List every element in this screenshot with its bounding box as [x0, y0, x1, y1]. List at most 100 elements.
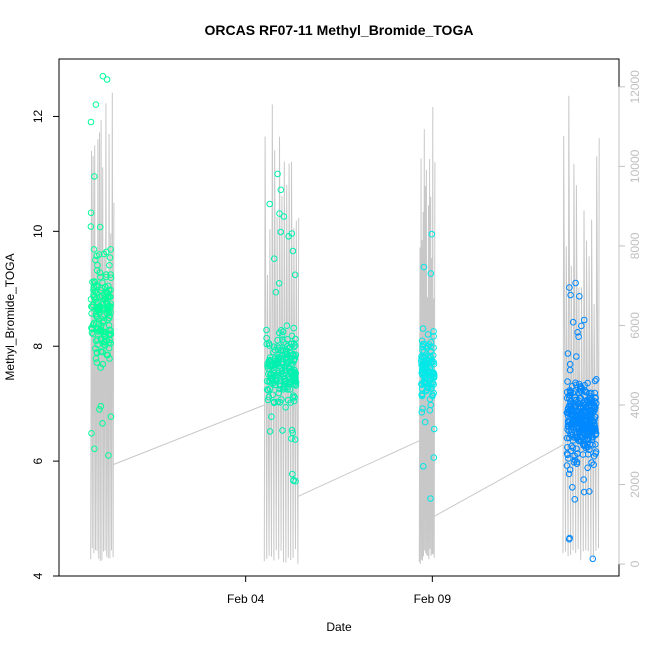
data-point-rf08 [280, 375, 288, 383]
data-point-rf10 [564, 444, 571, 451]
data-point-rf07 [96, 223, 104, 231]
data-point-rf10 [568, 442, 575, 450]
data-point-rf10 [566, 466, 574, 474]
data-point-rf10 [569, 318, 577, 326]
data-point-rf10 [574, 329, 581, 336]
data-point-rf07 [94, 336, 101, 343]
y-axis-label: Methyl_Bromide_TOGA [3, 253, 17, 380]
data-point-rf07 [92, 355, 100, 362]
data-point-rf08 [289, 429, 297, 437]
data-point-rf09 [420, 263, 428, 271]
data-point-rf08 [288, 373, 296, 380]
data-point-rf08 [274, 346, 282, 354]
data-point-rf10 [571, 403, 579, 411]
data-point-rf08 [275, 280, 283, 287]
data-point-rf09 [430, 370, 438, 378]
data-point-rf08 [271, 346, 279, 354]
data-point-rf07 [88, 430, 95, 437]
data-point-rf07 [100, 341, 108, 348]
data-point-rf10 [589, 555, 597, 563]
data-point-rf07 [92, 101, 100, 108]
y-tick-label: 6 [31, 457, 45, 464]
data-point-rf09 [429, 379, 437, 387]
data-point-rf10 [573, 396, 580, 404]
data-point-rf08 [263, 334, 270, 342]
data-point-rf10 [574, 425, 582, 433]
data-point-rf07 [93, 359, 101, 366]
data-point-rf07 [104, 316, 111, 324]
data-point-rf07 [103, 76, 111, 83]
data-point-rf10 [577, 385, 585, 393]
data-point-rf08 [274, 170, 281, 178]
data-point-rf08 [273, 359, 281, 367]
data-point-rf10 [582, 444, 590, 452]
data-point-rf10 [592, 448, 600, 456]
data-point-rf10 [574, 418, 582, 425]
data-point-rf08 [270, 369, 278, 377]
data-point-rf10 [568, 423, 575, 430]
data-point-rf08 [284, 336, 291, 343]
data-point-rf10 [585, 434, 593, 442]
data-point-rf08 [291, 436, 299, 443]
data-point-rf07 [105, 305, 112, 313]
x-tick-label: Feb 09 [414, 592, 452, 606]
data-point-rf10 [575, 333, 582, 341]
data-point-rf10 [572, 279, 579, 287]
data-point-rf10 [564, 405, 572, 413]
data-point-rf07 [99, 420, 106, 427]
data-point-rf10 [573, 353, 580, 360]
data-point-rf07 [93, 349, 101, 356]
data-point-rf10 [580, 316, 588, 324]
data-point-rf07 [104, 351, 112, 359]
altitude-trace-3 [418, 106, 436, 565]
data-point-rf08 [288, 340, 295, 348]
data-point-rf08 [289, 247, 297, 255]
chart-title: ORCAS RF07-11 Methyl_Bromide_TOGA [205, 22, 474, 38]
y-tick-label: 10 [31, 224, 45, 238]
y2-tick-label: 0 [628, 560, 642, 567]
data-point-rf10 [576, 293, 583, 300]
altitude-transit-3 [433, 444, 564, 517]
y2-tick-label: 12000 [628, 70, 642, 104]
data-point-rf07 [107, 413, 115, 420]
data-point-rf08 [268, 413, 275, 421]
data-point-rf07 [90, 246, 98, 253]
data-point-rf07 [88, 324, 95, 332]
y2-tick-label: 2000 [628, 471, 642, 498]
data-point-rf09 [421, 418, 429, 426]
data-point-rf08 [266, 354, 274, 361]
altitude-transit-1 [112, 404, 265, 466]
data-point-rf07 [97, 364, 104, 371]
altitude-layer [90, 92, 600, 565]
altitude-transit-2 [297, 440, 420, 497]
data-point-rf10 [591, 416, 598, 423]
data-point-rf08 [291, 342, 299, 349]
data-point-rf08 [284, 396, 292, 404]
data-point-rf08 [266, 428, 274, 435]
data-point-rf07 [88, 329, 96, 337]
data-point-rf07 [107, 340, 114, 347]
data-point-rf10 [577, 417, 585, 425]
data-point-rf10 [590, 461, 598, 469]
y2-tick-label: 10000 [628, 149, 642, 183]
data-point-rf10 [563, 409, 571, 417]
data-point-rf08 [270, 343, 278, 351]
data-point-rf08 [263, 326, 270, 334]
data-point-rf08 [288, 426, 296, 434]
data-point-rf07 [91, 278, 98, 285]
data-point-rf08 [292, 335, 299, 343]
data-point-rf10 [587, 440, 594, 448]
data-point-rf08 [263, 386, 271, 393]
data-point-rf08 [277, 370, 285, 378]
data-point-rf07 [87, 209, 95, 217]
data-point-rf09 [418, 353, 425, 360]
data-point-rf08 [277, 228, 285, 236]
data-point-rf08 [291, 271, 299, 279]
data-point-rf08 [267, 371, 274, 378]
data-point-rf07 [94, 306, 101, 314]
data-point-rf09 [430, 425, 438, 433]
data-point-rf09 [427, 343, 434, 351]
data-point-rf08 [279, 328, 287, 336]
data-point-rf09 [427, 366, 434, 374]
data-point-rf07 [95, 328, 102, 335]
